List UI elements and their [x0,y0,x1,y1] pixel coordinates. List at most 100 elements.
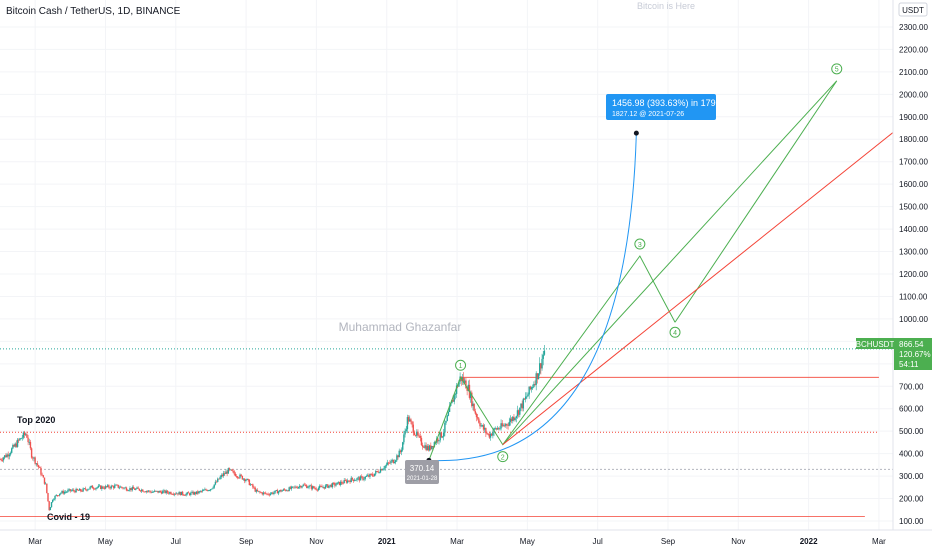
price-tick-label: 2000.00 [899,90,928,99]
candle-body [114,485,116,488]
candle-body [530,387,533,390]
candle-body [155,490,157,492]
projection-box [606,94,716,120]
candle-body [132,487,135,489]
candle-body [503,425,506,427]
candle-body [36,463,39,466]
time-tick-label: Sep [239,537,254,546]
candle-body [165,490,167,494]
time-axis[interactable]: Mar May Jul Sep Nov 2021 Mar May Jul Sep Nov 2022 Ma… [28,537,886,546]
candle-body [25,434,27,436]
candle-body [13,444,15,447]
candle-body [351,477,354,480]
candle-body [171,494,173,495]
candle-body [74,490,76,493]
ticker-tag [856,338,894,349]
candle-body [294,486,296,488]
candle-body [112,486,115,488]
candle-body [201,490,204,492]
candle-body [73,489,75,491]
candle-body [142,489,144,492]
symbol-title: Bitcoin Cash / TetherUS, 1D, BINANCE [6,6,181,17]
candle-body [195,491,198,494]
ticker-label: BCHUSDT [856,340,895,349]
candle-body [284,489,287,491]
candle-body [341,481,343,484]
candle-body [526,396,528,398]
top-note: Bitcoin is Here [637,1,695,11]
candle-body [281,490,283,492]
candle-body [41,474,43,476]
candle-body [186,492,189,494]
candle-body [8,454,11,457]
candle-body [251,484,253,486]
candle-body [524,396,527,400]
candle-body [446,415,448,422]
candle-body [373,473,376,477]
candle-body [259,491,261,493]
candle-body [221,475,224,477]
price-tick-label: 300.00 [899,472,924,481]
candle-body [108,485,110,488]
candle-body [317,488,320,491]
candle-body [397,455,399,458]
candle-body [249,484,252,486]
candle-body [515,416,517,419]
candle-body [96,487,98,489]
candle-body [191,491,193,493]
candle-body [35,463,37,465]
candle-body [29,441,32,449]
currency-box[interactable] [898,2,928,17]
candle-body [122,487,124,489]
candle-body [1,460,4,461]
candle-body [536,373,539,380]
projection-callout: 1456.98 (393.63%) in 179d 1827.12 @ 2021… [606,94,721,120]
candle-body [97,485,100,488]
candle-body [432,445,434,447]
candle-body [396,455,398,461]
candle-body [533,384,535,387]
wave-label-text: 3 [638,242,642,249]
candle-body [334,483,336,486]
candle-body [34,457,36,464]
candle-body [245,479,247,482]
candle-body [227,468,229,474]
candle-body [304,484,307,486]
candle-body [224,473,226,474]
candle-body [418,435,420,437]
candle-body [376,471,378,472]
candle-body [242,478,245,480]
projection-sub-text: 1827.12 @ 2021-07-26 [612,111,684,118]
candle-body [214,481,217,485]
candle-body [395,460,397,463]
candle-body [274,490,276,493]
candle-body [139,490,142,492]
candle-body [455,385,458,394]
candle-body [535,373,537,385]
candle-body [167,492,170,494]
red-trend-line [502,132,894,446]
wave-label-text: 2 [501,454,505,461]
candle-body [412,424,414,433]
candle-body [399,450,402,453]
candle-body [233,471,235,474]
candle-body [124,487,126,489]
candle-body [438,440,440,442]
wave-label-text: 4 [673,330,677,337]
candle-body [337,481,340,483]
candle-body [222,473,225,477]
candle-body [380,469,383,471]
candle-body [12,444,14,449]
candle-body [107,485,109,487]
candle-body [218,478,220,480]
candle-body [103,488,105,490]
candle-body [46,483,48,494]
candle-body [47,493,49,502]
candle-body [491,433,493,436]
candle-body [377,471,379,473]
candle-body [529,386,532,390]
candle-body [117,484,119,488]
candle-body [512,416,514,422]
candle-body [42,475,45,478]
